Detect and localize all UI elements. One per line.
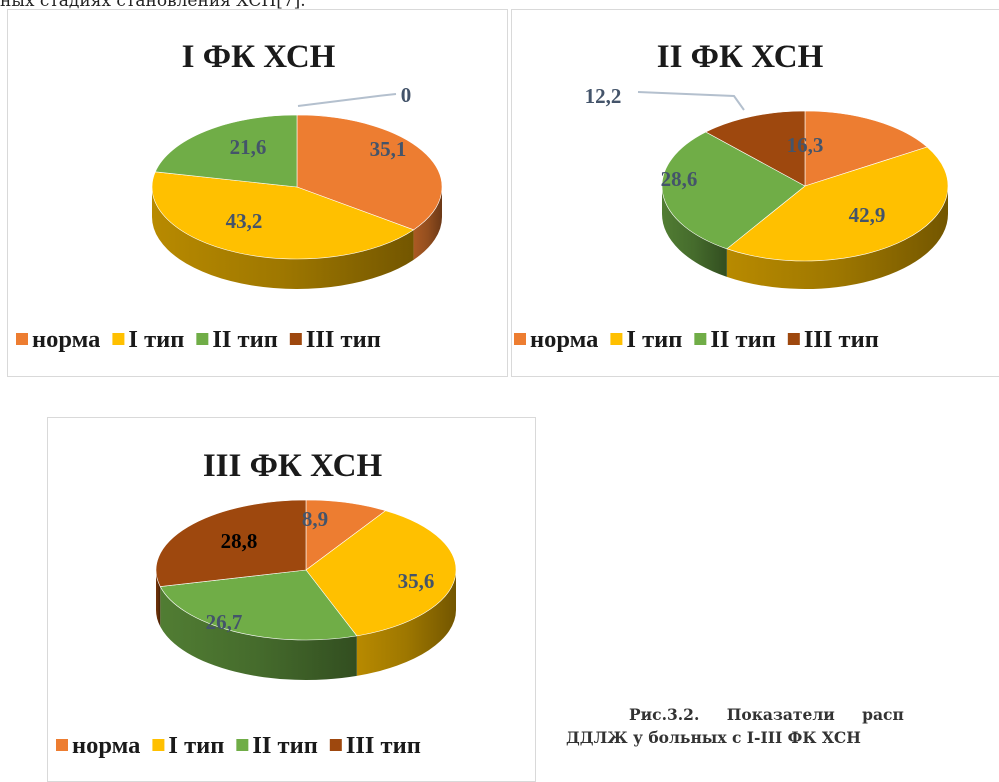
- pie-slice-type-2: [154, 114, 298, 188]
- pie-side-norma: [413, 187, 442, 260]
- legend-swatch-type-3: [289, 333, 302, 345]
- data-label-type-3: 0: [401, 83, 412, 107]
- chart-legend: норма I тип II тип III тип: [56, 732, 421, 759]
- figure-caption: Рис.3.2. Показатели расп ДДЛЖ у больных …: [566, 703, 999, 749]
- legend-label-type-2: II тип: [212, 326, 277, 353]
- pie-chart-fk2: II ФК ХСН 16,3 42,9 28,6 12,2 норма I тип II ти…: [514, 39, 949, 353]
- legend-label-type-1: I тип: [128, 326, 184, 353]
- pie-side-type-1: [356, 570, 456, 676]
- chart-panel-fk2: II ФК ХСН 16,3 42,9 28,6 12,2 норма I тип II ти…: [511, 9, 999, 377]
- legend-label-type-2: II тип: [252, 732, 317, 759]
- legend-item-type-3: III тип: [329, 732, 421, 759]
- leader-line-type-3: [297, 93, 397, 107]
- legend-item-type-1: I тип: [152, 732, 224, 759]
- figure-caption-line1: Рис.3.2. Показатели расп: [629, 705, 904, 724]
- legend-label-type-3: III тип: [346, 732, 421, 759]
- pie-side-type-2: [662, 186, 727, 277]
- data-label-type-1: 43,2: [226, 209, 263, 233]
- legend-label-norma: норма: [72, 732, 140, 759]
- legend-label-norma: норма: [32, 326, 100, 353]
- pie-slice-type-1: [726, 146, 949, 262]
- data-label-norma: 8,9: [302, 507, 328, 531]
- data-label-type-2: 21,6: [230, 135, 267, 159]
- legend-swatch-type-1: [152, 739, 165, 751]
- data-label-norma: 16,3: [787, 133, 824, 157]
- legend-swatch-type-3: [787, 333, 800, 345]
- pie-slice-type-2: [661, 131, 806, 250]
- data-label-type-1: 42,9: [849, 203, 886, 227]
- pie-slice-type-1: [151, 171, 415, 260]
- legend-swatch-norma: [56, 739, 68, 751]
- legend-item-type-3: III тип: [289, 326, 381, 353]
- pie-side-walls: [152, 187, 442, 289]
- legend-swatch-type-3: [329, 739, 342, 751]
- pie-chart-fk1: I ФК ХСН 35,1 43,2 21,6 0 норма I тип II тип III…: [16, 39, 443, 353]
- legend-label-type-3: III тип: [306, 326, 381, 353]
- data-label-type-1: 35,6: [398, 569, 435, 593]
- legend-item-norma: норма: [514, 326, 598, 353]
- pie-slice-type-2: [159, 569, 358, 641]
- pie-slice-norma: [305, 499, 387, 571]
- legend-label-type-2: II тип: [710, 326, 775, 353]
- pie-top-faces: [151, 114, 443, 260]
- body-text-top-line: ных стадиях становления ХСН[7].: [0, 0, 306, 11]
- legend-item-type-3: III тип: [787, 326, 879, 353]
- legend-swatch-norma: [16, 333, 28, 345]
- legend-item-type-2: II тип: [694, 326, 776, 353]
- figure-caption-line2: ДДЛЖ у больных с I-III ФК ХСН: [566, 728, 861, 747]
- pie-side-type-3: [156, 570, 161, 627]
- pie-slice-type-1: [305, 510, 457, 637]
- legend-label-type-1: I тип: [626, 326, 682, 353]
- legend-item-type-1: I тип: [112, 326, 184, 353]
- legend-label-type-3: III тип: [804, 326, 879, 353]
- legend-item-type-2: II тип: [236, 732, 318, 759]
- legend-item-type-1: I тип: [610, 326, 682, 353]
- data-label-type-3: 28,8: [221, 529, 258, 553]
- legend-swatch-type-2: [196, 333, 209, 345]
- chart-title-fk2: II ФК ХСН: [657, 39, 824, 75]
- pie-side-type-1: [152, 187, 414, 289]
- pie-chart-fk3: III ФК ХСН 8,9 35,6 26,7 28,8 норма I тип II ти…: [56, 448, 457, 759]
- pie-top-faces: [155, 499, 457, 641]
- data-label-norma: 35,1: [370, 137, 407, 161]
- pie-side-type-2: [160, 586, 357, 680]
- chart-legend: норма I тип II тип III тип: [16, 326, 381, 353]
- legend-swatch-type-1: [112, 333, 125, 345]
- legend-swatch-type-2: [694, 333, 707, 345]
- legend-item-type-2: II тип: [196, 326, 278, 353]
- data-label-type-2: 28,6: [661, 167, 698, 191]
- legend-swatch-norma: [514, 333, 526, 345]
- leader-line-type-3: [637, 91, 745, 111]
- legend-item-norma: норма: [56, 732, 140, 759]
- chart-title-fk3: III ФК ХСН: [203, 448, 383, 484]
- legend-swatch-type-2: [236, 739, 249, 751]
- pie-slice-type-3: [705, 110, 806, 187]
- pie-slice-norma: [804, 110, 928, 187]
- chart-title-fk1: I ФК ХСН: [182, 39, 336, 75]
- legend-label-norma: норма: [530, 326, 598, 353]
- data-label-type-3: 12,2: [585, 84, 622, 108]
- pie-side-type-1: [726, 186, 948, 289]
- legend-swatch-type-1: [610, 333, 623, 345]
- legend-label-type-1: I тип: [168, 732, 224, 759]
- pie-slice-norma: [296, 114, 443, 231]
- chart-panel-fk3: III ФК ХСН 8,9 35,6 26,7 28,8 норма I тип II ти…: [47, 417, 536, 782]
- legend-item-norma: норма: [16, 326, 100, 353]
- data-label-type-2: 26,7: [206, 610, 243, 634]
- pie-side-walls: [662, 186, 948, 289]
- pie-slice-type-3: [155, 499, 307, 587]
- pie-side-walls: [156, 570, 456, 680]
- chart-legend: норма I тип II тип III тип: [514, 326, 879, 353]
- pie-top-faces: [661, 110, 949, 262]
- chart-panel-fk1: I ФК ХСН 35,1 43,2 21,6 0 норма I тип II тип III…: [7, 9, 508, 377]
